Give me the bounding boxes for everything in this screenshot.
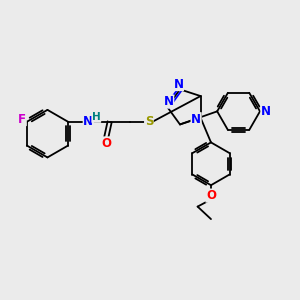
Text: O: O [101,137,111,150]
Text: N: N [83,115,93,128]
Text: N: N [173,77,184,91]
Text: N: N [164,95,174,108]
Text: N: N [261,105,271,118]
Text: F: F [18,112,26,126]
Text: H: H [92,112,101,122]
Text: N: N [191,113,201,126]
Text: S: S [145,115,153,128]
Text: O: O [206,189,216,202]
